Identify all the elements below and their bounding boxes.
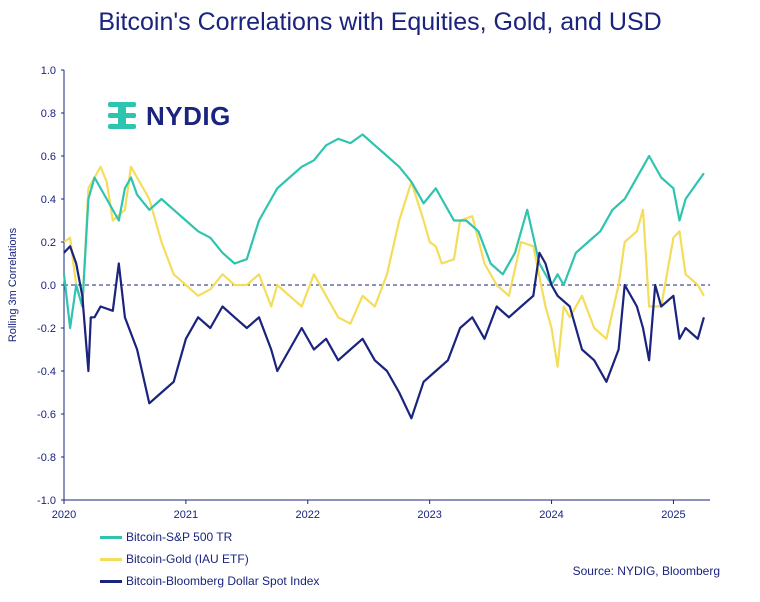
- series-line-bitcoin-s-p-500-tr: [62, 133, 705, 330]
- y-tick-label: 0.8: [41, 108, 56, 120]
- legend-label: Bitcoin-Bloomberg Dollar Spot Index: [126, 574, 320, 588]
- y-tick-label: 0.0: [41, 280, 56, 292]
- chart-title: Bitcoin's Correlations with Equities, Go…: [98, 8, 662, 36]
- legend: Bitcoin-S&P 500 TR Bitcoin-Gold (IAU ETF)…: [100, 526, 319, 592]
- y-tick-label: 0.2: [41, 237, 56, 249]
- y-tick-label: -1.0: [37, 495, 56, 507]
- x-tick-label: 2023: [417, 509, 441, 521]
- y-tick-label: -0.6: [37, 409, 56, 421]
- nydig-logo-icon: [108, 102, 136, 129]
- y-tick-label: -0.2: [37, 323, 56, 335]
- legend-swatch: [100, 535, 122, 539]
- nydig-logo: NYDIG: [104, 100, 231, 132]
- x-tick-label: 2021: [174, 509, 198, 521]
- x-tick-label: 2020: [52, 509, 76, 521]
- y-tick-label: 1.0: [41, 65, 56, 77]
- legend-label: Bitcoin-Gold (IAU ETF): [126, 552, 249, 566]
- x-tick-label: 2025: [661, 509, 685, 521]
- legend-swatch: [100, 579, 122, 583]
- legend-item: Bitcoin-Bloomberg Dollar Spot Index: [100, 570, 319, 592]
- legend-swatch: [100, 557, 122, 561]
- legend-item: Bitcoin-S&P 500 TR: [100, 526, 319, 548]
- series-line-bitcoin-bloomberg-dollar-spot-index: [63, 245, 705, 420]
- y-axis-label: Rolling 3m Correlations: [7, 227, 19, 342]
- y-tick-label: -0.8: [37, 452, 56, 464]
- x-tick-label: 2022: [296, 509, 320, 521]
- y-tick-label: 0.6: [41, 151, 56, 163]
- series-line-bitcoin-gold-iau-etf: [63, 165, 705, 368]
- legend-item: Bitcoin-Gold (IAU ETF): [100, 548, 319, 570]
- x-tick-label: 2024: [539, 509, 563, 521]
- nydig-logo-text: NYDIG: [146, 100, 231, 131]
- legend-label: Bitcoin-S&P 500 TR: [126, 530, 233, 544]
- y-tick-label: 0.4: [41, 194, 56, 206]
- source-note: Source: NYDIG, Bloomberg: [572, 564, 720, 578]
- y-tick-label: -0.4: [37, 366, 56, 378]
